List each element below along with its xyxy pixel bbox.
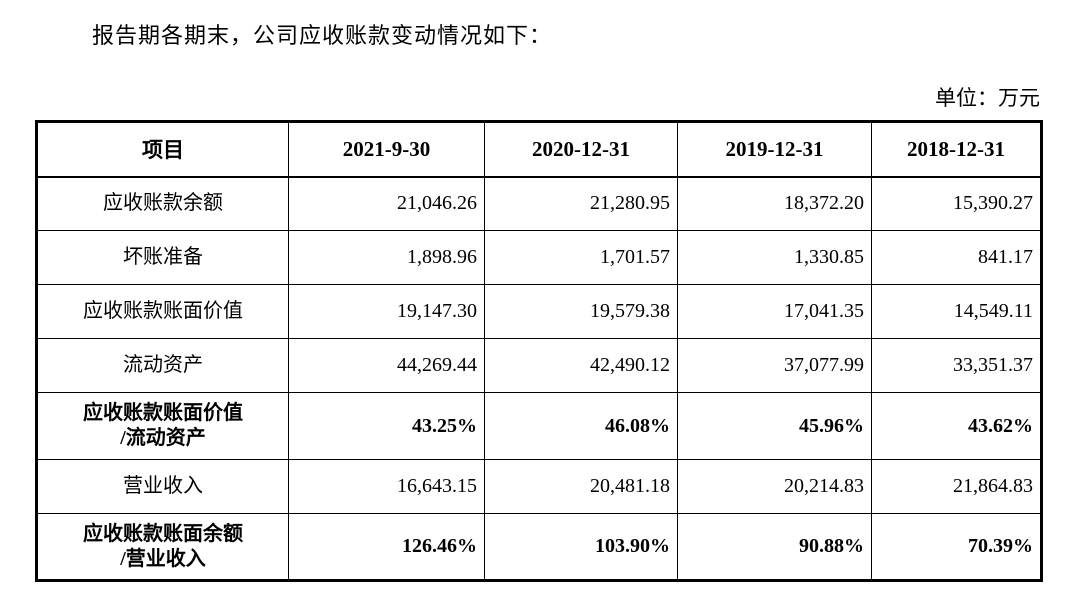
row-label: 营业收入 (36, 459, 289, 514)
header-period-2018: 2018-12-31 (871, 121, 1042, 178)
cell-value: 45.96% (677, 392, 872, 460)
cell-value: 14,549.11 (871, 284, 1042, 339)
cell-value: 43.25% (288, 392, 485, 460)
unit-label: 单位：万元 (935, 86, 1040, 110)
cell-value: 19,579.38 (484, 284, 678, 339)
row-label-line2: /营业收入 (120, 547, 206, 570)
row-label: 应收账款余额 (36, 176, 289, 231)
cell-value: 46.08% (484, 392, 678, 460)
cell-value: 33,351.37 (871, 338, 1042, 393)
cell-value: 21,046.26 (288, 176, 485, 231)
header-period-2021: 2021-9-30 (288, 121, 485, 178)
row-label-line1: 应收账款账面价值 (83, 402, 243, 424)
intro-text: 报告期各期末，公司应收账款变动情况如下： (92, 23, 553, 48)
row-label: 应收账款账面价值 /流动资产 (36, 392, 289, 460)
cell-value: 19,147.30 (288, 284, 485, 339)
cell-value: 103.90% (484, 513, 678, 581)
receivables-table: 项目 2021-9-30 2020-12-31 2019-12-31 2018-… (35, 120, 1043, 582)
cell-value: 43.62% (871, 392, 1042, 460)
header-item-column: 项目 (36, 121, 289, 178)
table-row: 应收账款账面余额 /营业收入 126.46% 103.90% 90.88% 70… (36, 513, 1042, 581)
cell-value: 20,481.18 (484, 459, 678, 514)
cell-value: 17,041.35 (677, 284, 872, 339)
cell-value: 16,643.15 (288, 459, 485, 514)
header-period-2020: 2020-12-31 (484, 121, 678, 178)
cell-value: 42,490.12 (484, 338, 678, 393)
table-row: 应收账款账面价值 19,147.30 19,579.38 17,041.35 1… (36, 284, 1042, 339)
cell-value: 18,372.20 (677, 176, 872, 231)
cell-value: 1,898.96 (288, 230, 485, 285)
table-header-row: 项目 2021-9-30 2020-12-31 2019-12-31 2018-… (36, 121, 1042, 178)
table-row: 应收账款账面价值 /流动资产 43.25% 46.08% 45.96% 43.6… (36, 392, 1042, 460)
cell-value: 44,269.44 (288, 338, 485, 393)
cell-value: 21,864.83 (871, 459, 1042, 514)
table-row: 应收账款余额 21,046.26 21,280.95 18,372.20 15,… (36, 176, 1042, 231)
row-label: 应收账款账面价值 (36, 284, 289, 339)
row-label: 应收账款账面余额 /营业收入 (36, 513, 289, 581)
cell-value: 20,214.83 (677, 459, 872, 514)
cell-value: 1,330.85 (677, 230, 872, 285)
cell-value: 841.17 (871, 230, 1042, 285)
row-label-line2: /流动资产 (120, 427, 206, 449)
cell-value: 70.39% (871, 513, 1042, 581)
cell-value: 37,077.99 (677, 338, 872, 393)
row-label: 流动资产 (36, 338, 289, 393)
cell-value: 21,280.95 (484, 176, 678, 231)
header-period-2019: 2019-12-31 (677, 121, 872, 178)
table-row: 坏账准备 1,898.96 1,701.57 1,330.85 841.17 (36, 230, 1042, 285)
cell-value: 1,701.57 (484, 230, 678, 285)
table-row: 营业收入 16,643.15 20,481.18 20,214.83 21,86… (36, 459, 1042, 514)
cell-value: 90.88% (677, 513, 872, 581)
cell-value: 126.46% (288, 513, 485, 581)
row-label-line1: 应收账款账面余额 (83, 522, 243, 545)
table-row: 流动资产 44,269.44 42,490.12 37,077.99 33,35… (36, 338, 1042, 393)
cell-value: 15,390.27 (871, 176, 1042, 231)
row-label: 坏账准备 (36, 230, 289, 285)
